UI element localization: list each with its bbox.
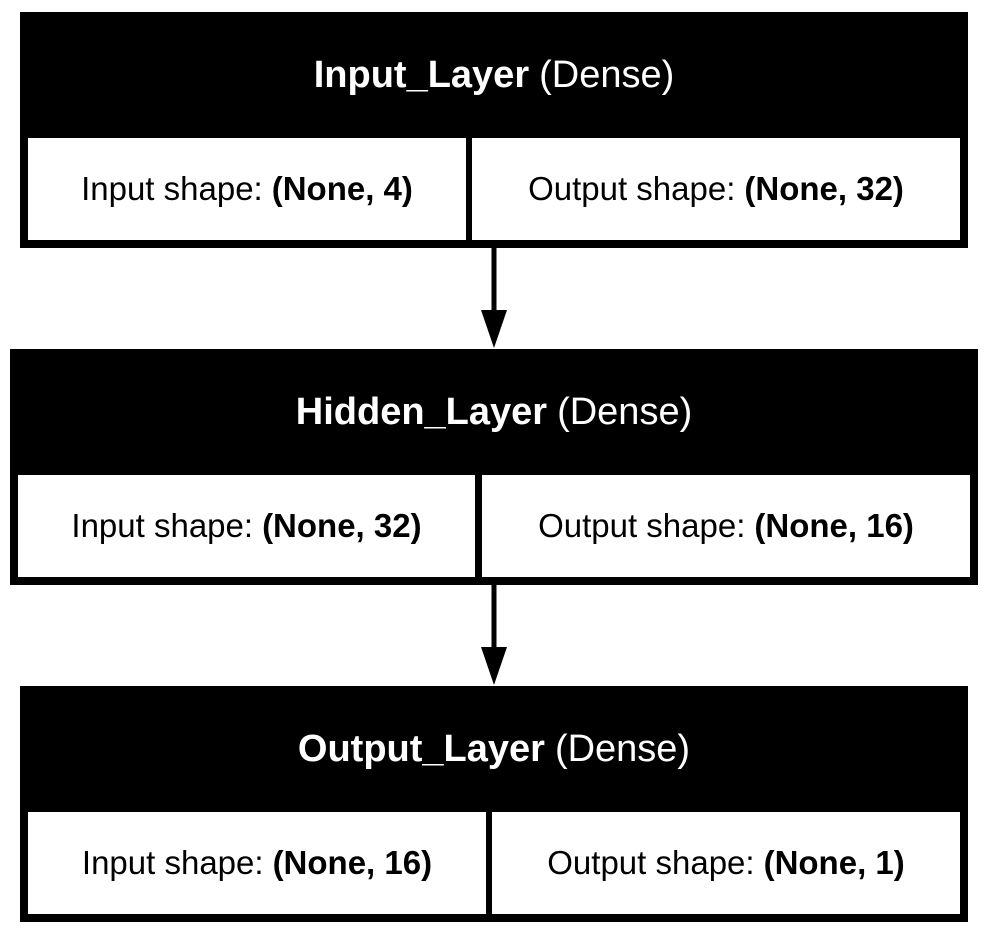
input-shape-label: Input shape: <box>71 507 254 544</box>
output-shape-label: Output shape: <box>528 170 736 207</box>
input-shape-label: Input shape: <box>81 170 263 207</box>
layer-type: (Dense) <box>539 53 675 96</box>
layer-box-output-layer: Output_Layer (Dense) Input shape: (None,… <box>20 686 968 922</box>
layer-type: (Dense) <box>554 727 691 770</box>
output-shape-label: Output shape: <box>538 507 746 544</box>
layer-name: Input_Layer <box>313 53 530 96</box>
output-shape-value: (None, 32) <box>744 170 904 207</box>
input-shape-label: Input shape: <box>81 844 264 881</box>
input-shape-value: (None, 4) <box>271 170 413 207</box>
input-shape-value: (None, 32) <box>262 507 422 544</box>
output-shape-value: (None, 16) <box>754 507 914 544</box>
arrow-hidden-to-output <box>481 585 507 685</box>
input-shape-cell: Input shape: (None, 32) <box>18 475 475 577</box>
input-shape-cell: Input shape: (None, 16) <box>28 812 486 914</box>
layer-box-input-layer: Input_Layer (Dense) Input shape: (None, … <box>20 12 968 248</box>
layer-box-hidden-layer: Hidden_Layer (Dense) Input shape: (None,… <box>10 349 978 585</box>
layer-name: Hidden_Layer <box>295 390 548 433</box>
layer-type: (Dense) <box>557 390 693 433</box>
input-shape-cell: Input shape: (None, 4) <box>28 138 466 240</box>
output-shape-cell: Output shape: (None, 16) <box>482 475 970 577</box>
output-shape-cell: Output shape: (None, 1) <box>492 812 960 914</box>
arrow-input-to-hidden <box>481 248 507 348</box>
input-shape-value: (None, 16) <box>272 844 433 881</box>
output-shape-cell: Output shape: (None, 32) <box>472 138 960 240</box>
layer-header: Output_Layer (Dense) <box>20 686 968 812</box>
output-shape-label: Output shape: <box>547 844 755 881</box>
layer-header: Hidden_Layer (Dense) <box>10 349 978 475</box>
layer-name: Output_Layer <box>297 727 545 770</box>
output-shape-value: (None, 1) <box>763 844 905 881</box>
layer-header: Input_Layer (Dense) <box>20 12 968 138</box>
